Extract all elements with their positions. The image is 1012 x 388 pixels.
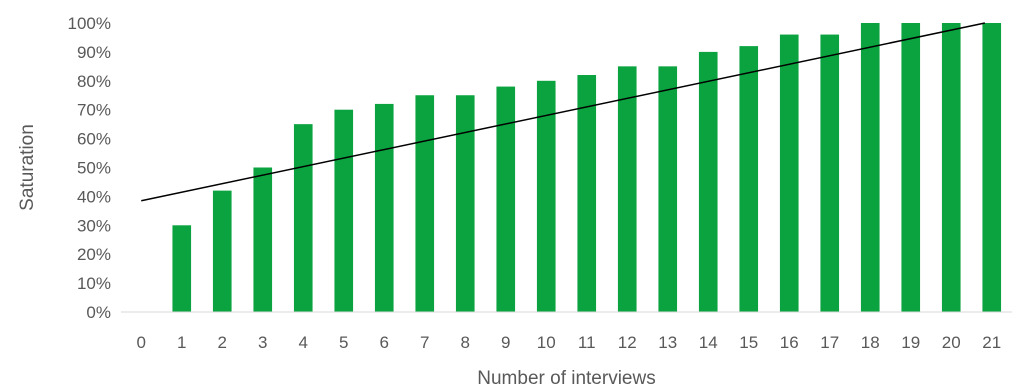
y-tick-label: 90% <box>77 43 111 62</box>
x-axis-title: Number of interviews <box>477 368 655 388</box>
x-tick-label: 15 <box>739 333 758 352</box>
x-tick-label: 11 <box>578 333 596 352</box>
bar <box>577 75 597 313</box>
x-tick-label: 7 <box>420 333 429 352</box>
x-tick-label: 18 <box>861 333 880 352</box>
bar <box>739 46 759 313</box>
bar <box>253 167 273 312</box>
x-tick-label: 9 <box>501 333 510 352</box>
bar <box>212 190 232 312</box>
bar <box>860 23 880 312</box>
x-tick-label: 4 <box>299 333 308 352</box>
y-tick-label: 80% <box>77 72 111 91</box>
x-tick-label: 10 <box>537 333 556 352</box>
bar <box>698 51 718 313</box>
y-tick-label: 20% <box>77 245 111 264</box>
bar <box>293 124 313 313</box>
x-tick-label: 13 <box>658 333 677 352</box>
x-tick-label: 17 <box>820 333 839 352</box>
x-tick-label: 0 <box>137 333 146 352</box>
bar <box>941 23 961 312</box>
y-tick-label: 0% <box>86 303 111 322</box>
y-tick-label: 40% <box>77 187 111 206</box>
x-tick-label: 5 <box>339 333 348 352</box>
bar <box>496 86 516 312</box>
x-tick-label: 21 <box>982 333 1001 352</box>
bar <box>779 34 799 313</box>
x-tick-label: 19 <box>901 333 920 352</box>
y-axis-title: Saturation <box>17 124 38 211</box>
x-tick-label: 6 <box>380 333 389 352</box>
y-tick-label: 50% <box>77 159 111 178</box>
bar <box>334 109 354 312</box>
y-tick-label: 100% <box>68 14 111 33</box>
x-tick-label: 2 <box>218 333 227 352</box>
y-tick-label: 60% <box>77 130 111 149</box>
y-tick-label: 30% <box>77 216 111 235</box>
bar <box>172 225 192 312</box>
bar <box>658 66 678 312</box>
y-tick-label: 70% <box>77 101 111 120</box>
bar <box>617 66 637 312</box>
bar <box>820 34 840 313</box>
trendline-layer <box>141 22 986 202</box>
trendline <box>141 22 986 202</box>
bar <box>374 103 394 312</box>
x-tick-label: 14 <box>699 333 718 352</box>
x-tick-label: 3 <box>258 333 267 352</box>
x-tick-label: 1 <box>177 333 186 352</box>
bar-series <box>172 23 1002 313</box>
bar <box>901 23 921 312</box>
bar <box>455 95 475 312</box>
x-tick-label: 12 <box>618 333 637 352</box>
x-tick-label: 20 <box>942 333 961 352</box>
x-axis-tick-labels: 0 1 2 3 4 5 6 7 8 9 10 11 12 13 14 15 16 17 18 19 20 21 <box>137 333 1002 352</box>
bar <box>536 80 556 312</box>
bar <box>982 23 1002 312</box>
y-tick-label: 10% <box>77 274 111 293</box>
x-tick-label: 16 <box>780 333 799 352</box>
y-axis-tick-labels: 0% 10% 20% 30% 40% 50% 60% 70% 80% 90% 100% <box>68 14 111 322</box>
bar <box>415 95 435 312</box>
x-tick-label: 8 <box>461 333 470 352</box>
